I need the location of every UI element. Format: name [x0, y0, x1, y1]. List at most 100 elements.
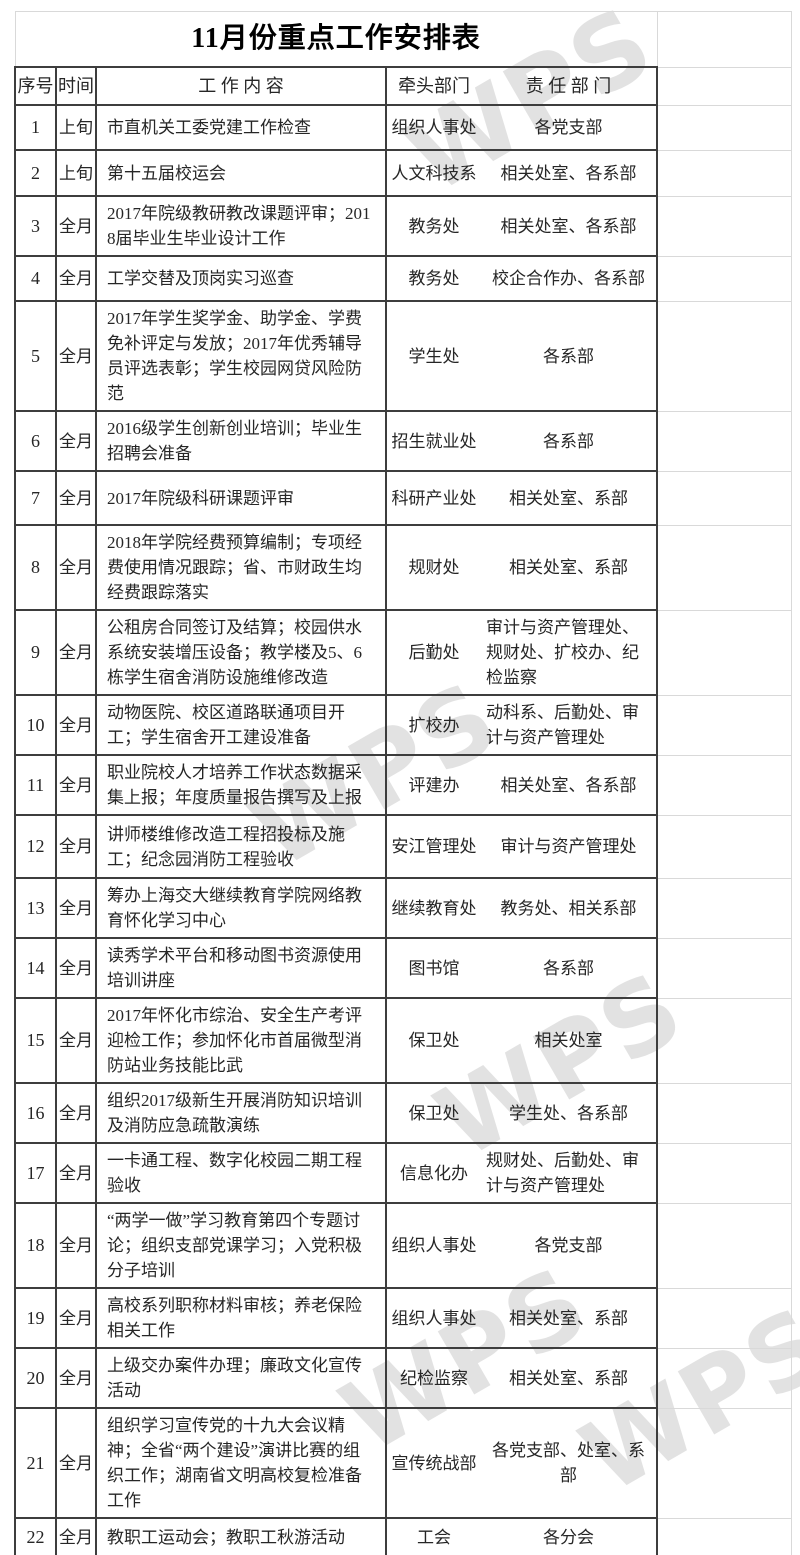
cell-work-content: 工学交替及顶岗实习巡查: [95, 255, 387, 302]
cell-time: 全月: [55, 524, 97, 611]
ghost-cell: [656, 877, 792, 939]
cell-work-content: 教职工运动会；教职工秋游活动: [95, 1517, 387, 1555]
ghost-cell: [656, 1407, 792, 1519]
col-header-time: 时间: [55, 66, 97, 106]
cell-work-content: 一卡通工程、数字化校园二期工程验收: [95, 1142, 387, 1204]
work-schedule-table: 11月份重点工作安排表 序号 时间 工 作 内 容 牵头部门 责 任 部 门 1…: [14, 11, 792, 1555]
table-row: 10 全月 动物医院、校区道路联通项目开工；学生宿舍开工建设准备 扩校办 动科系…: [14, 694, 792, 756]
cell-lead-dept: 工会: [385, 1517, 481, 1555]
cell-resp-dept: 各党支部、处室、系部: [481, 1407, 659, 1519]
col-header-resp-dept: 责 任 部 门: [481, 66, 659, 106]
cell-lead-dept: 组织人事处: [385, 104, 481, 151]
cell-row-number: 5: [14, 300, 57, 412]
title-row: 11月份重点工作安排表: [14, 11, 792, 68]
cell-row-number: 9: [14, 609, 57, 696]
col-header-no: 序号: [14, 66, 57, 106]
cell-lead-dept: 安江管理处: [385, 814, 481, 879]
cell-row-number: 7: [14, 470, 57, 526]
cell-work-content: “两学一做”学习教育第四个专题讨论；组织支部党课学习；入党积极分子培训: [95, 1202, 387, 1289]
cell-resp-dept: 各党支部: [481, 104, 659, 151]
cell-time: 上旬: [55, 104, 97, 151]
cell-work-content: 高校系列职称材料审核；养老保险相关工作: [95, 1287, 387, 1349]
cell-resp-dept: 各分会: [481, 1517, 659, 1555]
ghost-cell: [656, 195, 792, 257]
ghost-cell: [656, 694, 792, 756]
cell-resp-dept: 各系部: [481, 937, 659, 999]
cell-time: 全月: [55, 1202, 97, 1289]
cell-row-number: 1: [14, 104, 57, 151]
cell-work-content: 2016级学生创新创业培训；毕业生招聘会准备: [95, 410, 387, 472]
cell-row-number: 12: [14, 814, 57, 879]
ghost-cell: [656, 470, 792, 526]
cell-lead-dept: 继续教育处: [385, 877, 481, 939]
ghost-cell: [656, 1517, 792, 1555]
cell-resp-dept: 相关处室: [481, 997, 659, 1084]
cell-lead-dept: 科研产业处: [385, 470, 481, 526]
cell-lead-dept: 保卫处: [385, 1082, 481, 1144]
cell-work-content: 上级交办案件办理；廉政文化宣传活动: [95, 1347, 387, 1409]
table-row: 1 上旬 市直机关工委党建工作检查 组织人事处 各党支部: [14, 104, 792, 151]
table-row: 14 全月 读秀学术平台和移动图书资源使用培训讲座 图书馆 各系部: [14, 937, 792, 999]
cell-time: 全月: [55, 814, 97, 879]
cell-row-number: 13: [14, 877, 57, 939]
cell-work-content: 动物医院、校区道路联通项目开工；学生宿舍开工建设准备: [95, 694, 387, 756]
cell-lead-dept: 学生处: [385, 300, 481, 412]
cell-row-number: 18: [14, 1202, 57, 1289]
cell-resp-dept: 相关处室、各系部: [481, 195, 659, 257]
cell-row-number: 17: [14, 1142, 57, 1204]
cell-resp-dept: 各党支部: [481, 1202, 659, 1289]
cell-work-content: 组织学习宣传党的十九大会议精神；全省“两个建设”演讲比赛的组织工作；湖南省文明高…: [95, 1407, 387, 1519]
cell-time: 上旬: [55, 149, 97, 197]
cell-time: 全月: [55, 1407, 97, 1519]
col-header-content: 工 作 内 容: [95, 66, 387, 106]
cell-lead-dept: 招生就业处: [385, 410, 481, 472]
cell-row-number: 14: [14, 937, 57, 999]
ghost-cell: [656, 1202, 792, 1289]
page-title: 11月份重点工作安排表: [14, 11, 658, 67]
cell-row-number: 3: [14, 195, 57, 257]
table-row: 18 全月 “两学一做”学习教育第四个专题讨论；组织支部党课学习；入党积极分子培…: [14, 1202, 792, 1289]
table-row: 9 全月 公租房合同签订及结算；校园供水系统安装增压设备；教学楼及5、6栋学生宿…: [14, 609, 792, 696]
cell-work-content: 2017年院级教研教改课题评审；2018届毕业生毕业设计工作: [95, 195, 387, 257]
cell-time: 全月: [55, 1517, 97, 1555]
table-row: 3 全月 2017年院级教研教改课题评审；2018届毕业生毕业设计工作 教务处 …: [14, 195, 792, 257]
ghost-cell: [656, 104, 792, 151]
table-row: 15 全月 2017年怀化市综治、安全生产考评迎检工作；参加怀化市首届微型消防站…: [14, 997, 792, 1084]
cell-time: 全月: [55, 195, 97, 257]
table-header-row: 序号 时间 工 作 内 容 牵头部门 责 任 部 门: [14, 66, 792, 106]
ghost-cell: [656, 410, 792, 472]
cell-resp-dept: 各系部: [481, 410, 659, 472]
cell-time: 全月: [55, 694, 97, 756]
cell-row-number: 10: [14, 694, 57, 756]
cell-resp-dept: 学生处、各系部: [481, 1082, 659, 1144]
ghost-cell: [656, 814, 792, 879]
cell-row-number: 15: [14, 997, 57, 1084]
table-row: 8 全月 2018年学院经费预算编制；专项经费使用情况跟踪；省、市财政生均经费跟…: [14, 524, 792, 611]
table-row: 11 全月 职业院校人才培养工作状态数据采集上报；年度质量报告撰写及上报 评建办…: [14, 754, 792, 816]
cell-lead-dept: 教务处: [385, 255, 481, 302]
cell-lead-dept: 保卫处: [385, 997, 481, 1084]
table-row: 7 全月 2017年院级科研课题评审 科研产业处 相关处室、系部: [14, 470, 792, 526]
ghost-cell: [656, 1347, 792, 1409]
cell-row-number: 16: [14, 1082, 57, 1144]
ghost-cell: [656, 1287, 792, 1349]
cell-work-content: 公租房合同签订及结算；校园供水系统安装增压设备；教学楼及5、6栋学生宿舍消防设施…: [95, 609, 387, 696]
cell-resp-dept: 相关处室、系部: [481, 524, 659, 611]
ghost-cell: [656, 300, 792, 412]
cell-lead-dept: 规财处: [385, 524, 481, 611]
cell-work-content: 讲师楼维修改造工程招投标及施工；纪念园消防工程验收: [95, 814, 387, 879]
cell-row-number: 22: [14, 1517, 57, 1555]
cell-work-content: 职业院校人才培养工作状态数据采集上报；年度质量报告撰写及上报: [95, 754, 387, 816]
cell-lead-dept: 后勤处: [385, 609, 481, 696]
ghost-cell: [656, 1082, 792, 1144]
cell-lead-dept: 信息化办: [385, 1142, 481, 1204]
ghost-cell: [656, 754, 792, 816]
cell-row-number: 4: [14, 255, 57, 302]
ghost-cell: [656, 66, 792, 106]
cell-work-content: 市直机关工委党建工作检查: [95, 104, 387, 151]
cell-resp-dept: 动科系、后勤处、审计与资产管理处: [481, 694, 659, 756]
cell-resp-dept: 相关处室、系部: [481, 1347, 659, 1409]
ghost-cell: [656, 11, 792, 68]
cell-resp-dept: 教务处、相关系部: [481, 877, 659, 939]
